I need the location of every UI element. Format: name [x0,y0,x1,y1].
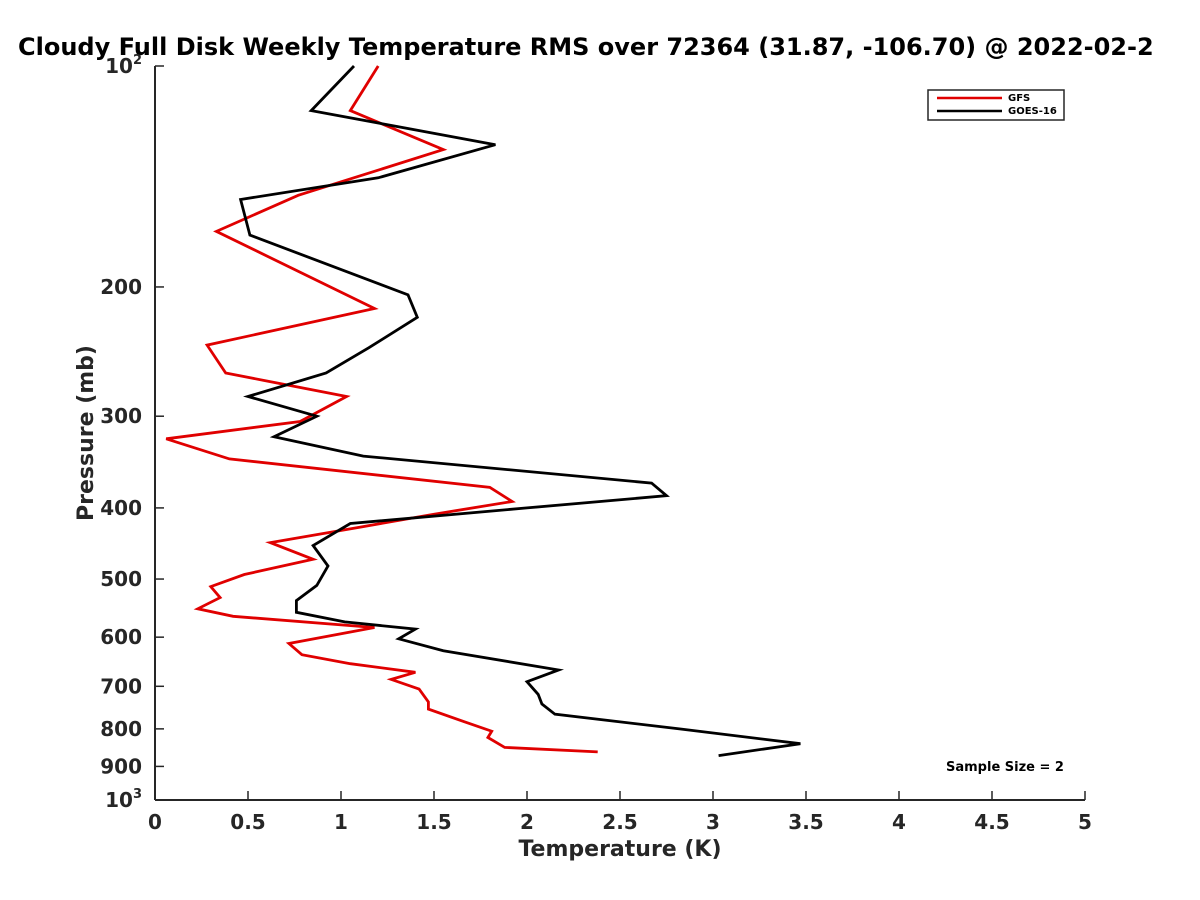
sample-size-annotation: Sample Size = 2 [946,760,1064,775]
x-tick-label: 2.5 [602,810,637,834]
series-line-goes16 [238,65,801,757]
x-tick-label: 4 [892,810,906,834]
x-tick-label: 2 [520,810,534,834]
y-tick-label: 102 [105,53,142,78]
y-tick-label: 900 [100,754,142,778]
legend: GFS GOES-16 [927,89,1065,121]
series-lines [165,65,801,757]
x-tick-label: 3.5 [788,810,823,834]
y-tick-label: 800 [100,717,142,741]
y-tick-label: 500 [100,567,142,591]
y-tick-label: 700 [100,674,142,698]
y-tick-label: 300 [100,404,142,428]
x-tick-label: 1.5 [416,810,451,834]
x-tick-label: 0 [148,810,162,834]
y-tick-label: 400 [100,496,142,520]
legend-label-gfs: GFS [1008,93,1030,104]
x-tick-label: 0.5 [230,810,265,834]
x-axis-ticks: 0 0.5 1 1.5 2 2.5 3 3.5 4 4.5 5 [148,791,1092,834]
y-tick-label: 200 [100,275,142,299]
x-axis-label: Temperature (K) [518,837,721,862]
y-tick-label: 600 [100,625,142,649]
chart-title: Cloudy Full Disk Weekly Temperature RMS … [18,33,1154,61]
plot-area: 0 0.5 1 1.5 2 2.5 3 3.5 4 4.5 5 102 200 300 400 500 600… [100,53,1092,834]
legend-label-goes16: GOES-16 [1008,106,1057,117]
legend-box [927,89,1065,121]
y-tick-label: 103 [105,787,142,812]
x-tick-label: 1 [334,810,348,834]
y-axis-ticks: 102 200 300 400 500 600 700 800 900 103 [100,53,164,812]
x-tick-label: 5 [1078,810,1092,834]
x-tick-label: 4.5 [974,810,1009,834]
series-line-gfs [165,65,598,754]
x-tick-label: 3 [706,810,720,834]
y-axis-label: Pressure (mb) [74,345,99,521]
